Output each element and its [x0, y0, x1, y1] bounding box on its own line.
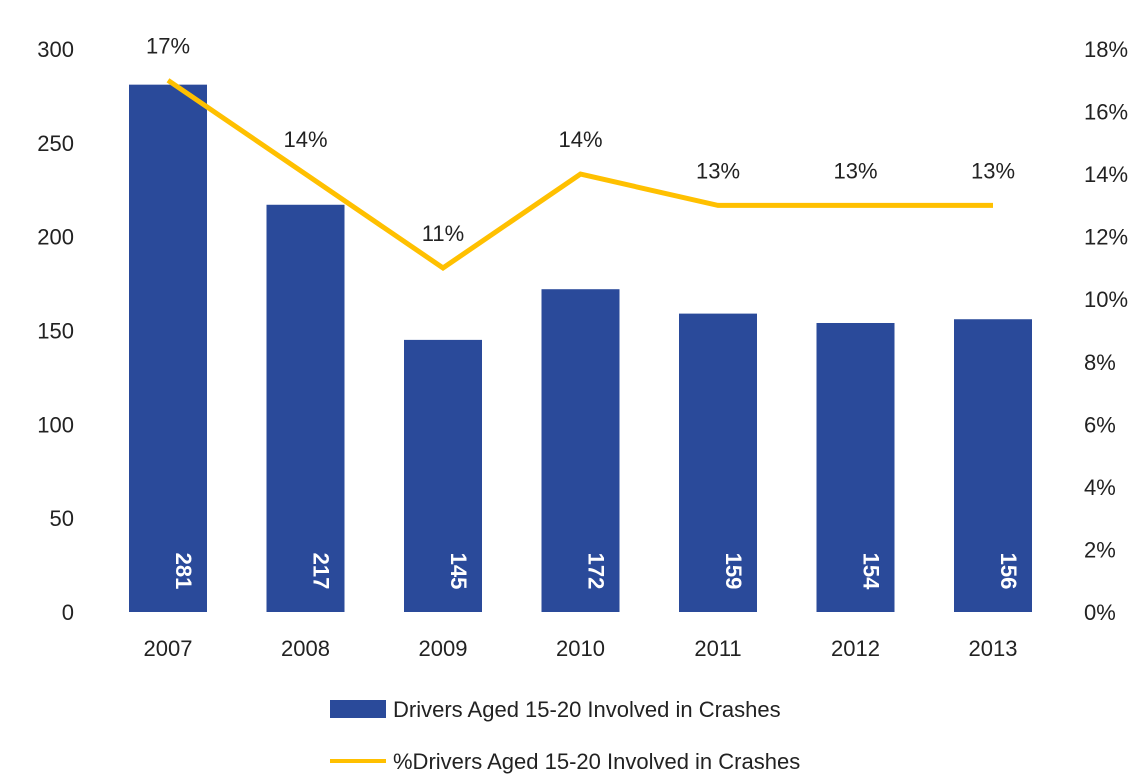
bar — [816, 322, 895, 612]
line-value-label: 11% — [422, 221, 464, 246]
x-axis-tick-label: 2008 — [281, 636, 330, 661]
right-axis-tick-label: 16% — [1084, 100, 1128, 125]
bar-value-label: 172 — [584, 553, 609, 590]
left-axis-ticks: 0 50 100 150 200 250 300 — [37, 37, 74, 625]
line-value-label: 14% — [283, 127, 327, 152]
legend: Drivers Aged 15-20 Involved in Crashes %… — [330, 697, 800, 774]
bar — [266, 204, 345, 612]
left-axis-tick-label: 50 — [50, 506, 74, 531]
x-axis-ticks: 2007 2008 2009 2010 2011 2012 2013 — [144, 636, 1018, 661]
bar-value-label: 217 — [309, 553, 334, 590]
x-axis-tick-label: 2011 — [694, 636, 741, 661]
left-axis-tick-label: 250 — [37, 131, 74, 156]
bar-value-label: 159 — [721, 553, 746, 590]
line-value-label: 13% — [833, 158, 877, 183]
right-axis-tick-label: 10% — [1084, 287, 1128, 312]
left-axis-tick-label: 150 — [37, 319, 74, 344]
bar — [404, 339, 482, 612]
line-value-labels: 17% 14% 11% 14% 13% 13% 13% — [146, 33, 1015, 246]
percentage-line — [166, 78, 993, 271]
legend-bar-swatch — [330, 700, 386, 718]
right-axis-ticks: 0% 2% 4% 6% 8% 10% 12% 14% 16% 18% — [1084, 37, 1128, 625]
left-axis-tick-label: 100 — [37, 412, 74, 437]
bar-value-label: 145 — [446, 553, 471, 590]
x-axis-tick-label: 2012 — [831, 636, 880, 661]
bar-value-label: 154 — [859, 553, 884, 590]
x-axis-tick-label: 2007 — [144, 636, 193, 661]
right-axis-tick-label: 4% — [1084, 475, 1116, 500]
bar — [679, 313, 757, 612]
x-axis-tick-label: 2010 — [556, 636, 605, 661]
legend-line-label: %Drivers Aged 15-20 Involved in Crashes — [393, 749, 800, 774]
bar — [129, 84, 207, 612]
x-axis-tick-label: 2013 — [969, 636, 1018, 661]
right-axis-tick-label: 12% — [1084, 225, 1128, 250]
bar-value-label: 156 — [996, 553, 1021, 590]
left-axis-tick-label: 200 — [37, 225, 74, 250]
line-value-label: 13% — [971, 158, 1015, 183]
line-value-label: 13% — [696, 158, 740, 183]
line-value-label: 14% — [558, 127, 602, 152]
legend-bar-label: Drivers Aged 15-20 Involved in Crashes — [393, 697, 781, 722]
line-series — [166, 78, 993, 271]
right-axis-tick-label: 6% — [1084, 412, 1116, 437]
left-axis-tick-label: 0 — [62, 600, 74, 625]
line-value-label: 17% — [146, 33, 190, 58]
right-axis-tick-label: 14% — [1084, 162, 1128, 187]
bar — [541, 289, 620, 612]
bar-value-labels: 281 217 145 172 159 154 156 — [171, 553, 1021, 590]
left-axis-tick-label: 300 — [37, 37, 74, 62]
right-axis-tick-label: 18% — [1084, 37, 1128, 62]
bar — [954, 319, 1032, 612]
bar-series — [129, 84, 1032, 612]
right-axis-tick-label: 0% — [1084, 600, 1116, 625]
right-axis-tick-label: 2% — [1084, 537, 1116, 562]
right-axis-tick-label: 8% — [1084, 350, 1116, 375]
bar-value-label: 281 — [171, 553, 196, 590]
x-axis-tick-label: 2009 — [419, 636, 468, 661]
